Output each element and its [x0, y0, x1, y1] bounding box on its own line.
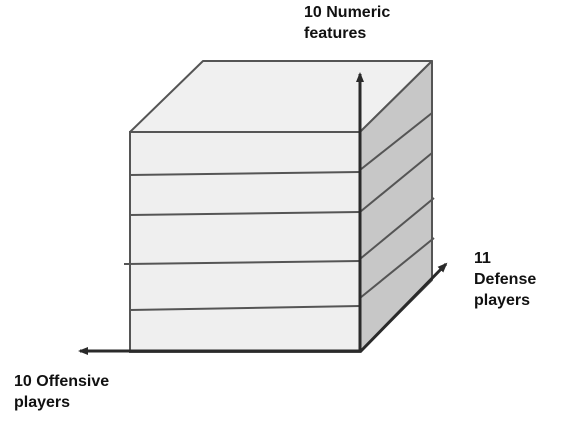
depth-axis-label-line: players — [474, 292, 531, 309]
depth-axis-arrow — [358, 262, 448, 354]
side-slice-line — [359, 237, 435, 299]
cube-front-face — [129, 131, 361, 353]
vertical-axis-label-line: features — [304, 25, 367, 42]
side-face-slices — [359, 112, 435, 299]
horizontal-axis-label: 10 Offensive players — [14, 371, 109, 413]
front-slice-line — [129, 171, 361, 176]
side-slice-line — [359, 112, 433, 171]
front-slice-line — [129, 305, 361, 311]
horizontal-axis-label-line: players — [14, 394, 71, 411]
front-face-slices — [123, 171, 361, 311]
vertical-axis-label: 10 Numeric features — [304, 2, 390, 44]
vertical-axis-label-line: 10 Numeric — [304, 4, 391, 21]
side-slice-line — [359, 152, 433, 213]
depth-axis-label-line: Defense — [474, 271, 537, 288]
depth-axis-label: 11 Defense players — [474, 248, 536, 311]
front-slice-line — [129, 211, 361, 216]
depth-axis-label-line: 11 — [474, 250, 491, 267]
side-slice-line — [359, 197, 435, 260]
axes — [78, 72, 448, 355]
horizontal-axis-label-line: 10 Offensive — [14, 373, 110, 390]
front-slice-line — [123, 260, 361, 265]
